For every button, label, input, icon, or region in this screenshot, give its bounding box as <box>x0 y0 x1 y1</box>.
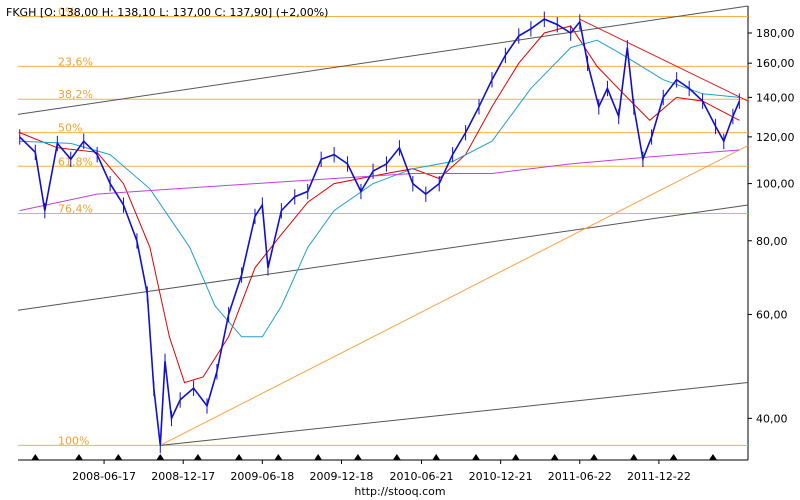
x-tick-label: 2011-06-22 <box>548 470 612 483</box>
trend-line <box>160 382 749 446</box>
event-marker <box>511 454 520 460</box>
event-marker <box>234 454 243 460</box>
event-marker <box>669 454 678 460</box>
fib-level-label: 38,2% <box>58 88 93 101</box>
fib-level-label: 0% <box>58 5 75 18</box>
y-tick-label: 180,00 <box>756 27 795 40</box>
y-tick-label: 100,00 <box>756 178 795 191</box>
trend-line <box>579 18 749 102</box>
event-marker <box>590 454 599 460</box>
y-tick-label: 80,00 <box>756 235 788 248</box>
x-tick-label: 2011-12-22 <box>627 470 691 483</box>
moving-average-line <box>19 39 740 338</box>
y-tick-label: 120,00 <box>756 131 795 144</box>
x-tick-label: 2009-12-18 <box>310 470 374 483</box>
source-label: http://stooq.com <box>354 485 445 498</box>
event-marker <box>314 454 323 460</box>
plot-area: 0% 23,6% 38,2% 50% 61,8% 76,4% 100% 40,00 60,00 8… <box>17 5 795 483</box>
trend-line <box>17 204 749 311</box>
event-marker <box>114 454 123 460</box>
event-marker <box>392 454 401 460</box>
fib-level-label: 23,6% <box>58 55 93 68</box>
fib-level-label: 61,8% <box>58 155 93 168</box>
x-tick-label: 2009-06-18 <box>230 470 294 483</box>
event-marker <box>193 454 202 460</box>
fib-level-label: 50% <box>58 122 82 135</box>
event-marker <box>550 454 559 460</box>
fib-level-label: 76,4% <box>58 202 93 215</box>
price-series-line <box>19 18 741 446</box>
event-marker <box>74 454 83 460</box>
event-marker <box>353 454 362 460</box>
x-tick-label: 2010-12-21 <box>469 470 533 483</box>
event-marker <box>708 454 717 460</box>
x-tick-label: 2010-06-21 <box>390 470 454 483</box>
fib-level-label: 100% <box>58 434 89 447</box>
x-tick-label: 2008-12-17 <box>151 470 215 483</box>
y-tick-label: 60,00 <box>756 308 788 321</box>
trend-line <box>17 5 749 115</box>
y-tick-label: 40,00 <box>756 412 788 425</box>
event-marker <box>471 454 480 460</box>
event-marker <box>629 454 638 460</box>
event-marker <box>432 454 441 460</box>
x-tick-label: 2008-06-17 <box>72 470 136 483</box>
trend-line <box>160 145 749 446</box>
chart-title: FKGH [O: 138,00 H: 138,10 L: 137,00 C: 1… <box>6 6 328 19</box>
y-tick-label: 160,00 <box>756 57 795 70</box>
event-marker <box>31 454 40 460</box>
event-marker <box>156 454 165 460</box>
y-tick-label: 140,00 <box>756 91 795 104</box>
event-marker <box>274 454 283 460</box>
